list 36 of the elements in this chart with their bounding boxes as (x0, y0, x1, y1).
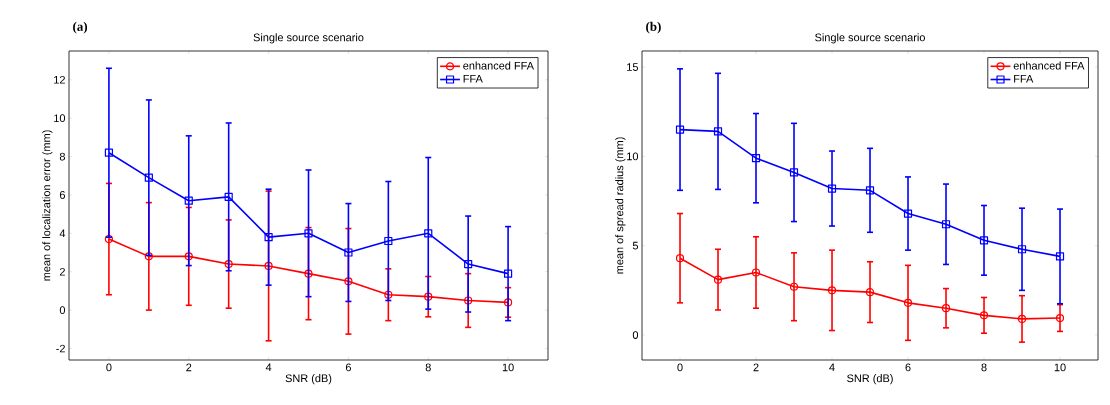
y-tick-label: 4 (59, 229, 66, 238)
x-axis-title: SNR (dB) (847, 374, 893, 385)
y-tick-label: 15 (627, 63, 639, 71)
y-tick-label: 2 (59, 267, 65, 276)
y-axis-title: mean of spread radius (mm) (615, 137, 626, 274)
x-tick-label: 2 (753, 363, 759, 372)
x-tick-label: 6 (905, 363, 911, 372)
y-tick-label: 8 (59, 152, 65, 161)
chart-title: Single source scenario (253, 33, 364, 44)
x-tick-label: 10 (1054, 363, 1066, 372)
x-tick-label: 8 (425, 363, 431, 372)
y-tick-label: 6 (59, 191, 65, 199)
y-axis-title: mean of localization error (mm) (42, 130, 53, 281)
y-tick-label: 12 (54, 75, 65, 84)
legend-label: FFA (463, 75, 483, 83)
y-tick-label: -2 (56, 344, 65, 353)
x-tick-label: 2 (186, 363, 192, 372)
x-tick-label: 0 (677, 363, 683, 372)
y-tick-label: 5 (632, 241, 639, 250)
chart-title: Single source scenario (815, 33, 925, 44)
legend-label: enhanced FFA (1013, 61, 1085, 70)
x-axis-title: SNR (dB) (285, 374, 332, 385)
text: (a) (73, 21, 88, 34)
legend-label: enhanced FFA (463, 61, 534, 70)
y-tick-label: 10 (54, 114, 66, 123)
x-tick-label: 10 (502, 363, 514, 372)
y-tick-label: 0 (59, 306, 66, 314)
x-tick-label: 6 (345, 363, 351, 372)
x-tick-label: 4 (265, 363, 272, 372)
legend-label: FFA (1014, 75, 1034, 83)
x-tick-label: 0 (106, 363, 112, 372)
x-tick-label: 8 (981, 363, 987, 372)
x-tick-label: 4 (829, 363, 835, 372)
text: (b) (646, 21, 661, 34)
y-tick-label: 0 (632, 331, 639, 339)
y-tick-label: 10 (627, 152, 639, 161)
